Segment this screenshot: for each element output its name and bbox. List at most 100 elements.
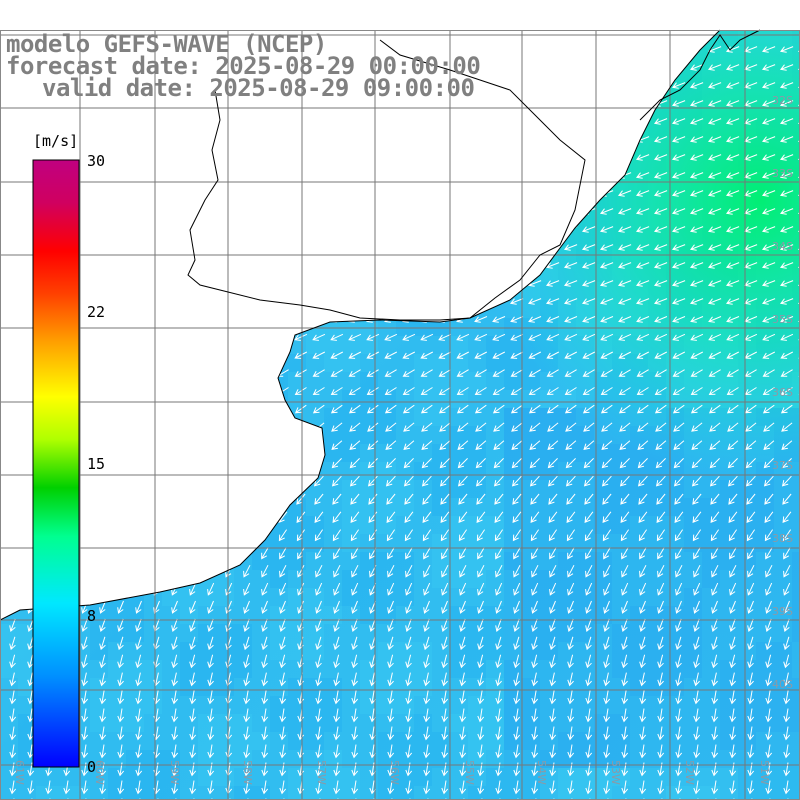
wind-arrow xyxy=(221,280,236,287)
field-cell xyxy=(252,300,270,318)
wind-arrow xyxy=(423,582,431,596)
field-cell xyxy=(558,30,576,48)
wind-arrow xyxy=(5,262,20,269)
wind-arrow xyxy=(761,154,776,161)
wind-arrow xyxy=(657,600,664,614)
wind-arrow xyxy=(401,280,416,287)
wind-arrow xyxy=(113,280,128,287)
field-cell xyxy=(108,102,126,120)
field-cell xyxy=(144,102,162,120)
wind-arrow xyxy=(189,618,196,633)
wind-arrow xyxy=(149,172,164,179)
wind-arrow xyxy=(599,208,614,215)
wind-arrow xyxy=(638,493,648,505)
wind-arrow xyxy=(585,654,592,669)
wind-arrow xyxy=(783,582,791,596)
field-cell xyxy=(216,408,234,426)
wind-arrow xyxy=(99,654,106,669)
wind-arrow xyxy=(513,672,520,687)
wind-arrow xyxy=(261,618,268,633)
wind-arrow xyxy=(707,154,722,161)
wind-arrow xyxy=(671,208,686,215)
wind-arrow xyxy=(783,654,790,669)
field-cell xyxy=(126,336,144,354)
wind-arrow xyxy=(8,529,18,542)
wind-arrow xyxy=(617,190,632,197)
wind-arrow xyxy=(78,387,91,396)
field-cell xyxy=(162,354,180,372)
wind-arrow xyxy=(168,387,181,396)
latitude-label: 34S xyxy=(772,240,793,253)
field-cell xyxy=(108,282,126,300)
field-cell xyxy=(108,318,126,336)
wind-arrow xyxy=(457,475,468,487)
field-cell xyxy=(90,480,108,498)
wind-arrow xyxy=(509,190,524,197)
field-cell xyxy=(108,156,126,174)
wind-arrow xyxy=(547,440,559,450)
wind-arrow xyxy=(99,726,107,741)
wind-arrow xyxy=(421,475,432,487)
wind-arrow xyxy=(567,672,574,687)
wind-arrow xyxy=(545,154,560,161)
field-cell xyxy=(342,156,360,174)
field-cell xyxy=(342,228,360,246)
wind-arrow xyxy=(635,82,650,89)
field-cell xyxy=(270,138,288,156)
wind-arrow xyxy=(95,262,110,269)
wind-arrow xyxy=(531,636,538,651)
field-cell xyxy=(162,120,180,138)
field-cell xyxy=(0,444,18,462)
wind-arrow xyxy=(599,298,614,305)
wind-arrow xyxy=(81,744,89,759)
wind-arrow xyxy=(384,404,397,414)
wind-arrow xyxy=(459,636,466,651)
wind-arrow xyxy=(96,387,109,396)
wind-arrow xyxy=(261,636,268,651)
field-cell xyxy=(576,66,594,84)
wind-arrow xyxy=(387,618,394,633)
field-cell xyxy=(576,30,594,48)
wind-arrow xyxy=(456,387,469,396)
field-cell xyxy=(144,516,162,534)
wind-arrow xyxy=(369,744,377,759)
wind-arrow xyxy=(781,458,792,469)
wind-arrow xyxy=(366,404,379,414)
wind-arrow xyxy=(797,226,800,233)
wind-arrow xyxy=(351,582,359,596)
wind-arrow xyxy=(294,333,308,341)
wind-arrow xyxy=(689,154,704,161)
wind-arrow xyxy=(45,780,53,795)
wind-arrow xyxy=(239,262,254,269)
field-cell xyxy=(144,570,162,588)
field-cell xyxy=(342,102,360,120)
wind-arrow xyxy=(565,458,576,469)
wind-arrow xyxy=(222,316,236,323)
field-cell xyxy=(162,318,180,336)
wind-arrow xyxy=(187,458,198,469)
field-cell xyxy=(198,300,216,318)
wind-arrow xyxy=(135,564,143,578)
wind-arrow xyxy=(637,422,649,432)
wind-arrow xyxy=(99,744,107,759)
wind-arrow xyxy=(419,136,434,143)
wind-arrow xyxy=(240,333,254,341)
wind-arrow xyxy=(367,458,378,469)
field-cell xyxy=(486,30,504,48)
wind-arrow xyxy=(206,529,216,542)
wind-arrow xyxy=(312,351,326,359)
wind-arrow xyxy=(563,46,578,53)
wind-arrow xyxy=(333,582,341,596)
wind-arrow xyxy=(243,780,251,795)
wind-arrow xyxy=(491,46,506,53)
wind-arrow xyxy=(421,458,432,469)
wind-arrow xyxy=(565,440,577,450)
wind-arrow xyxy=(329,136,344,143)
wind-arrow xyxy=(117,618,124,633)
longitude-label: 56W xyxy=(388,760,401,785)
wind-arrow xyxy=(297,564,305,578)
field-cell xyxy=(216,444,234,462)
wind-arrow xyxy=(512,493,522,505)
wind-arrow xyxy=(99,600,106,614)
